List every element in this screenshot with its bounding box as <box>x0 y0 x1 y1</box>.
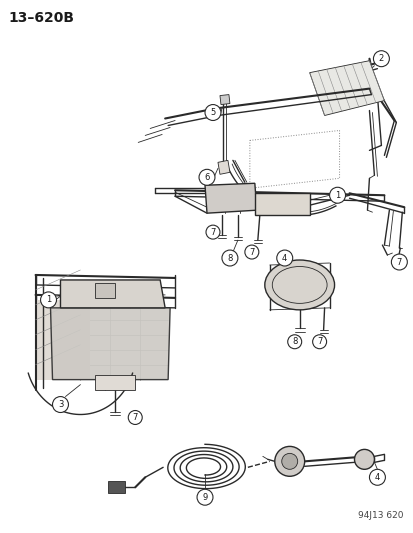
Polygon shape <box>60 280 165 308</box>
Polygon shape <box>204 183 256 213</box>
Polygon shape <box>36 300 90 379</box>
Text: 1: 1 <box>46 295 51 304</box>
Circle shape <box>276 250 292 266</box>
Text: 7: 7 <box>316 337 322 346</box>
Text: 7: 7 <box>396 257 401 266</box>
Polygon shape <box>50 308 170 379</box>
Circle shape <box>312 335 326 349</box>
Circle shape <box>329 187 345 203</box>
FancyBboxPatch shape <box>254 193 309 215</box>
Text: 5: 5 <box>210 108 215 117</box>
Text: 9: 9 <box>202 492 207 502</box>
Text: 8: 8 <box>227 254 232 263</box>
Polygon shape <box>219 94 229 104</box>
Circle shape <box>354 449 373 470</box>
Circle shape <box>197 489 212 505</box>
Circle shape <box>221 250 237 266</box>
Text: 1: 1 <box>334 191 339 200</box>
Text: 3: 3 <box>58 400 63 409</box>
Ellipse shape <box>264 260 334 310</box>
Circle shape <box>52 397 68 413</box>
Text: 7: 7 <box>249 247 254 256</box>
Text: 94J13 620: 94J13 620 <box>357 511 402 520</box>
Circle shape <box>244 245 258 259</box>
Text: 4: 4 <box>281 254 287 263</box>
Polygon shape <box>217 160 229 174</box>
Circle shape <box>199 169 214 185</box>
Polygon shape <box>309 61 384 116</box>
Circle shape <box>287 335 301 349</box>
Circle shape <box>274 447 304 477</box>
Circle shape <box>390 254 406 270</box>
Circle shape <box>40 292 56 308</box>
Text: 7: 7 <box>210 228 215 237</box>
Text: 2: 2 <box>378 54 383 63</box>
Circle shape <box>368 470 385 485</box>
Circle shape <box>281 454 297 470</box>
Circle shape <box>373 51 389 67</box>
Text: 6: 6 <box>204 173 209 182</box>
Circle shape <box>206 225 219 239</box>
Text: 8: 8 <box>291 337 297 346</box>
Text: 7: 7 <box>132 413 138 422</box>
Text: 13–620B: 13–620B <box>9 11 74 25</box>
Polygon shape <box>108 481 125 493</box>
Circle shape <box>204 104 221 120</box>
Circle shape <box>128 410 142 424</box>
Polygon shape <box>95 375 135 390</box>
Text: 4: 4 <box>374 473 379 482</box>
Polygon shape <box>95 283 115 298</box>
